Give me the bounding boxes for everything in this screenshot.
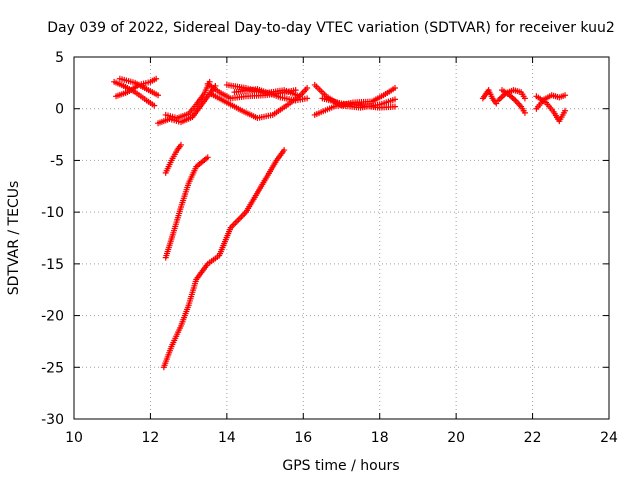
axis-ticks (73, 56, 610, 420)
data-point-marker (521, 109, 528, 116)
plot-frame (73, 56, 610, 420)
data-point-marker (155, 92, 162, 99)
data-point-marker (392, 103, 398, 110)
data-points (111, 75, 569, 371)
series-track-e (162, 78, 213, 122)
y-axis-label: SDTVAR / TECUs (6, 181, 22, 296)
series-track-p (533, 92, 569, 112)
series-track-c (116, 75, 162, 99)
series-track-r (162, 141, 184, 176)
x-tick-label: 20 (447, 430, 465, 446)
series-track-q (533, 93, 569, 125)
data-point-marker (204, 154, 211, 161)
y-tick-label: -10 (41, 205, 64, 221)
x-tick-label: 22 (524, 430, 542, 446)
y-tick-label: -15 (41, 257, 64, 273)
x-axis-tick-labels: 10 12 14 16 18 20 22 24 (65, 430, 618, 446)
series-track-s (162, 154, 211, 261)
y-tick-label: -20 (41, 309, 64, 325)
data-point-marker (151, 102, 158, 109)
data-point-marker (562, 92, 569, 99)
series-track-o (495, 87, 528, 104)
chart-title: Day 039 of 2022, Sidereal Day-to-day VTE… (47, 20, 615, 36)
x-tick-label: 14 (218, 430, 236, 446)
data-point-marker (392, 96, 398, 103)
data-point-marker (493, 100, 500, 107)
series-track-t (160, 147, 288, 371)
data-point-marker (178, 141, 184, 148)
series-track-i (231, 86, 311, 104)
x-tick-label: 24 (600, 430, 618, 446)
data-point-marker (392, 85, 398, 92)
y-tick-label: -5 (50, 153, 64, 169)
data-point-marker (281, 147, 288, 154)
data-point-marker (521, 95, 528, 102)
data-point-marker (562, 107, 569, 114)
y-tick-label: -25 (41, 360, 64, 376)
y-tick-label: 0 (55, 102, 64, 118)
data-point-marker (153, 75, 160, 82)
series-track-l (319, 95, 398, 111)
y-tick-label: 5 (55, 50, 64, 66)
x-tick-label: 16 (294, 430, 312, 446)
data-point-marker (304, 85, 311, 92)
x-tick-label: 18 (371, 430, 389, 446)
y-axis-tick-labels: 5 0 -5 -10 -15 -20 -25 -30 (41, 50, 64, 428)
x-axis-label: GPS time / hours (282, 458, 399, 474)
y-tick-label: -30 (41, 412, 64, 428)
data-point-marker (304, 95, 311, 102)
x-tick-label: 12 (142, 430, 160, 446)
x-tick-label: 10 (65, 430, 83, 446)
